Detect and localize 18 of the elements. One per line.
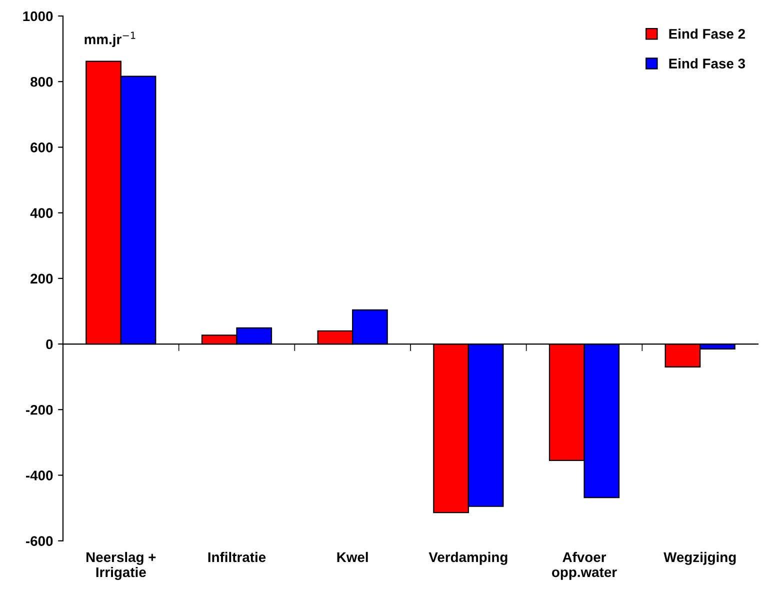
legend-label: Eind Fase 2 xyxy=(669,28,745,39)
y-tick-label: 200 xyxy=(30,274,53,284)
y-tick-label: 1000 xyxy=(23,11,53,22)
x-tick-label: Neerslag + Irrigatie xyxy=(86,552,156,580)
y-tick-label: 0 xyxy=(46,339,53,350)
legend-label: Eind Fase 3 xyxy=(669,58,746,68)
x-tick-label: Afvoer opp.water xyxy=(552,552,617,580)
x-tick-label: Wegzijging xyxy=(664,552,736,565)
y-tick-label: 400 xyxy=(30,208,53,218)
x-tick-label: Infiltratie xyxy=(208,552,266,562)
x-tick-label: Kwel xyxy=(337,552,368,562)
y-tick-label: 600 xyxy=(30,142,53,152)
y-tick-label: -200 xyxy=(26,404,53,415)
y-tick-label: 800 xyxy=(30,76,53,87)
y-tick-label: -600 xyxy=(26,536,53,546)
y-axis-title: mm.jr$^{−1}$ xyxy=(84,32,136,48)
y-tick-label: -400 xyxy=(26,470,53,480)
x-tick-label: Verdamping xyxy=(428,552,508,565)
